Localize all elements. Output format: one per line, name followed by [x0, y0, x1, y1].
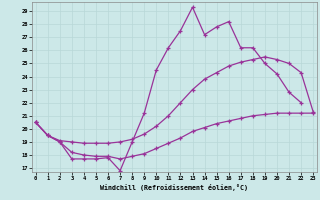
X-axis label: Windchill (Refroidissement éolien,°C): Windchill (Refroidissement éolien,°C) — [100, 184, 248, 191]
